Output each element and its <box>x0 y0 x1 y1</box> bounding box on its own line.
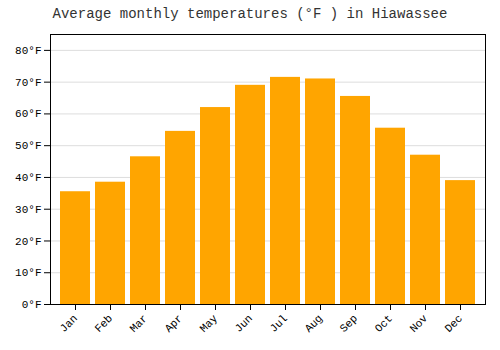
svg-text:30°F: 30°F <box>15 204 41 216</box>
svg-text:80°F: 80°F <box>15 45 41 57</box>
svg-text:Nov: Nov <box>408 312 431 335</box>
html-text:Average monthly temperatures (: Average monthly temperatures (°F ) in Hi… <box>52 6 448 22</box>
svg-text:70°F: 70°F <box>15 77 41 89</box>
svg-text:Jan: Jan <box>58 312 80 334</box>
svg-text:Sep: Sep <box>338 312 360 334</box>
svg-text:Dec: Dec <box>443 312 465 334</box>
svg-text:May: May <box>198 312 221 335</box>
svg-text:Jul: Jul <box>268 312 290 334</box>
svg-text:Aug: Aug <box>303 312 325 334</box>
svg-text:40°F: 40°F <box>15 172 41 184</box>
svg-text:Jun: Jun <box>233 312 255 334</box>
svg-text:0°F: 0°F <box>22 299 42 311</box>
svg-text:Apr: Apr <box>163 312 185 334</box>
svg-text:10°F: 10°F <box>15 267 41 279</box>
svg-text:20°F: 20°F <box>15 235 41 247</box>
svg-text:Mar: Mar <box>128 312 150 334</box>
svg-text:Feb: Feb <box>93 312 115 334</box>
svg-text:50°F: 50°F <box>15 140 41 152</box>
svg-text:Oct: Oct <box>373 312 395 334</box>
svg-text:60°F: 60°F <box>15 108 41 120</box>
